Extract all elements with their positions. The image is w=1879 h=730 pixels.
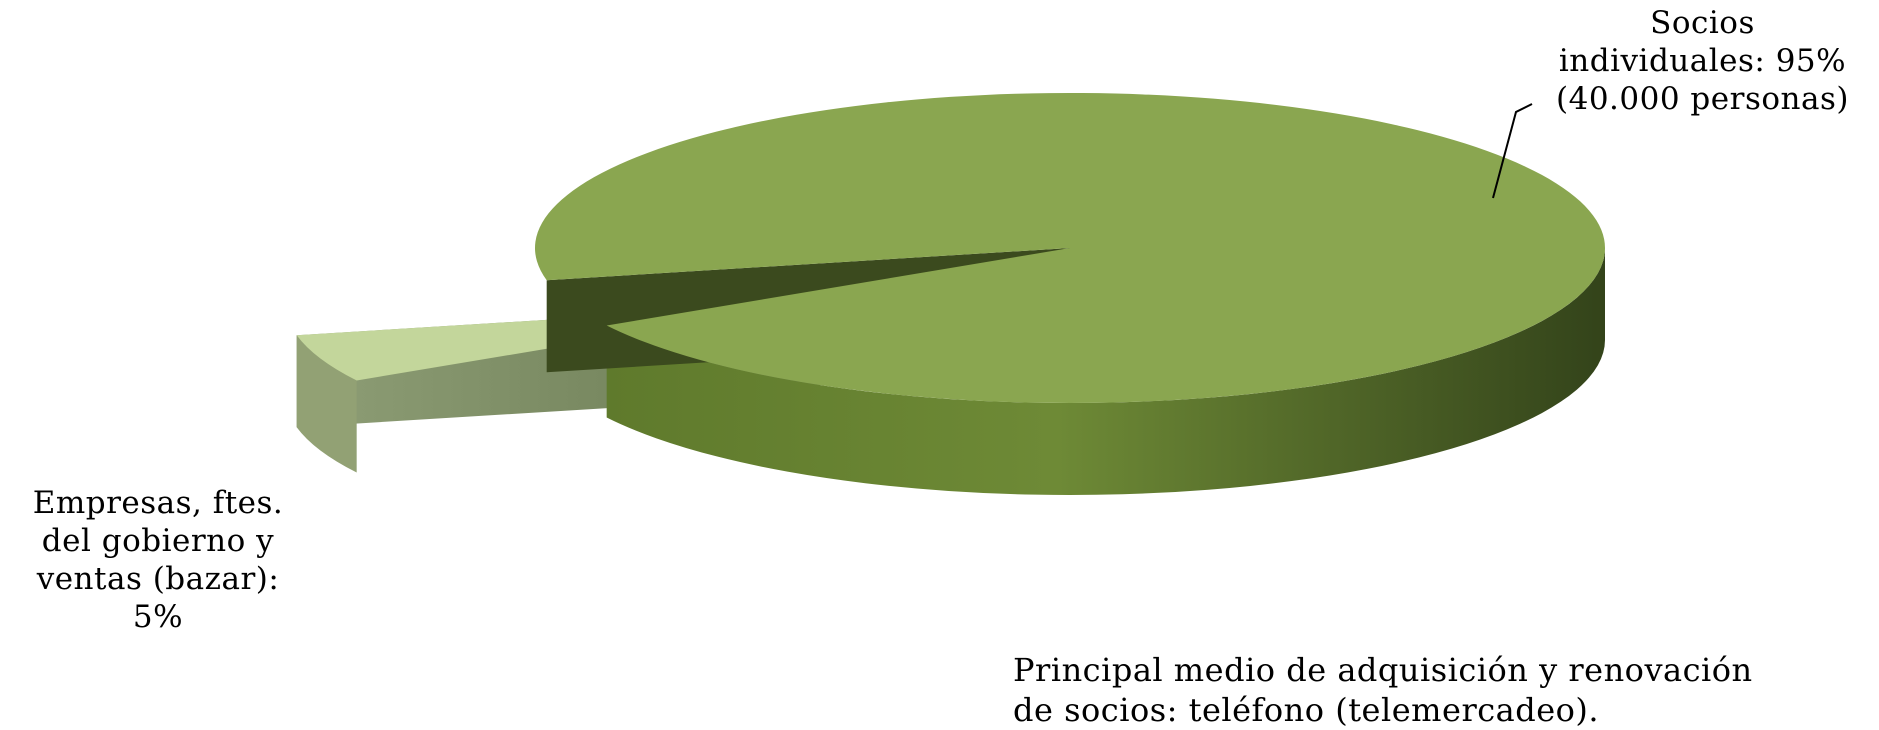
pie-slice-socios <box>535 93 1605 404</box>
annotation-line: de socios: teléfono (telemercadeo). <box>1013 691 1600 729</box>
slice-label-line: Socios <box>1650 5 1755 41</box>
leader-line-socios <box>1492 103 1533 199</box>
pie-slice-edge-empresas <box>296 335 357 473</box>
annotation-line: Principal medio de adquisición y renovac… <box>1013 651 1753 689</box>
pie-slice-side-socios <box>606 248 1605 496</box>
chart-annotation: Principal medio de adquisición y renovac… <box>1013 650 1873 730</box>
slice-label-empresas: Empresas, ftes. del gobierno y ventas (b… <box>8 484 308 636</box>
slice-label-line: Empresas, ftes. <box>32 485 284 521</box>
slice-label-line: (40.000 personas) <box>1556 81 1849 117</box>
slice-label-line: ventas (bazar): <box>36 561 280 597</box>
slice-label-line: del gobierno y <box>41 523 275 559</box>
slice-label-socios-individuales: Socios individuales: 95% (40.000 persona… <box>1530 4 1875 118</box>
slice-label-line: individuales: 95% <box>1558 43 1847 79</box>
slice-label-line: 5% <box>132 599 184 635</box>
